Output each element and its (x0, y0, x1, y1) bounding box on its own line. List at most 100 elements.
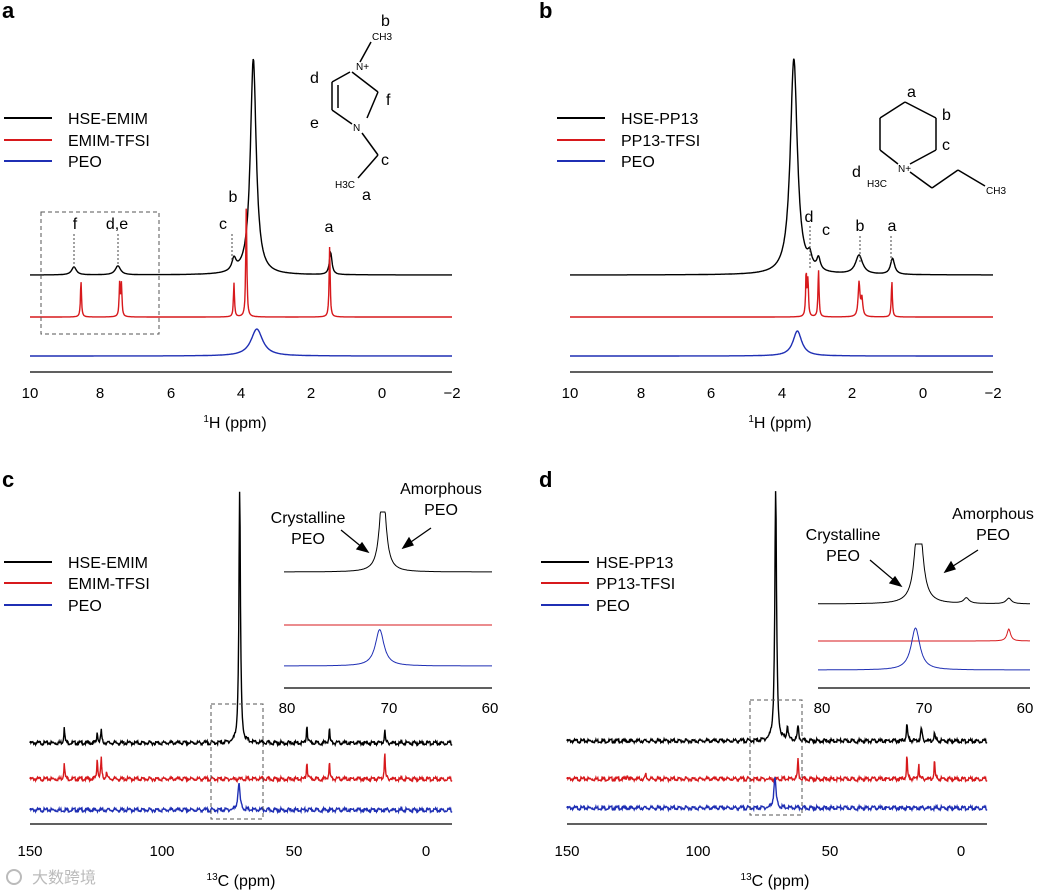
amorphous-annotation: Amorphous (400, 481, 482, 498)
bond (904, 101, 937, 119)
crystalline-annotation: Crystalline (271, 510, 346, 527)
legend-label: PEO (621, 154, 655, 171)
series-line-peo (570, 330, 993, 357)
legend-label: HSE-EMIM (68, 111, 148, 128)
legend-label: PP13-TFSI (621, 133, 700, 150)
panel-d-traces (566, 491, 988, 813)
panel-a: a 10 8 6 4 2 0 −2 1H (ppm) HSE-EMIM EMIM… (2, 0, 461, 432)
x-tick-label: 10 (22, 385, 39, 402)
arrow-head (355, 541, 370, 554)
peak-label: c (822, 222, 830, 239)
panel-a-ticks: 10 8 6 4 2 0 −2 (22, 385, 461, 402)
peak-label: c (219, 216, 227, 233)
bond (879, 101, 906, 119)
x-tick-label: 4 (237, 385, 245, 402)
panel-a-legend: HSE-EMIM EMIM-TFSI PEO (4, 111, 150, 171)
structure-label: N (353, 123, 360, 134)
series-line-emim-tfsi (30, 208, 452, 318)
series-line-hse-emim (30, 58, 452, 276)
inset-traces (818, 543, 1030, 671)
pp13-structure-labels: a b c d H3C N+ CH3 (852, 84, 1006, 197)
structure-label: a (907, 84, 916, 101)
panel-c-inset: 80 70 60 Crystalline PEO Amorphous PEO (271, 481, 499, 717)
peak-label: d (805, 209, 814, 226)
structure-label: N+ (898, 164, 911, 175)
panel-c-traces (29, 491, 453, 815)
structure-label: H3C (335, 180, 355, 191)
structure-label: b (942, 107, 951, 124)
emim-structure-drawing (331, 41, 379, 179)
panel-d-x-axis-label: 13C (ppm) (741, 872, 810, 890)
watermark-logo-icon (6, 869, 22, 885)
inset-tick-label: 60 (482, 700, 499, 717)
panel-d-highlight-box (749, 699, 803, 816)
legend-label: HSE-PP13 (596, 555, 673, 572)
inset-tick-label: 70 (916, 700, 933, 717)
x-tick-label: 0 (957, 843, 965, 860)
peak-label: f (73, 216, 78, 233)
watermark-text: 大数跨境 (32, 868, 96, 887)
legend-label: PEO (68, 598, 102, 615)
bond (357, 154, 379, 179)
structure-label: b (381, 13, 390, 30)
bond (361, 132, 379, 156)
series-line-hse-emim (29, 491, 453, 748)
series-line-hse-pp13 (570, 58, 993, 276)
panel-d: d 150 100 50 0 13C (ppm) HSE-PP13 PP13-T… (539, 467, 1034, 890)
panel-b-traces (570, 58, 993, 357)
structure-label: e (310, 115, 319, 132)
series-line-peo (30, 328, 452, 357)
x-tick-label: −2 (984, 385, 1001, 402)
arrow-line (340, 529, 364, 549)
arrow-head (943, 560, 956, 574)
inset-traces (284, 511, 492, 667)
structure-label: a (362, 187, 371, 204)
panel-c-highlight-box (210, 703, 264, 820)
panel-b-label: b (539, 0, 552, 23)
inset-series-line-peo (818, 627, 1030, 671)
series-line-hse-pp13 (566, 491, 988, 746)
inset-series-line-pp13-tfsi (818, 628, 1030, 642)
bond (351, 71, 379, 93)
x-tick-label: 0 (378, 385, 386, 402)
panel-b-legend: HSE-PP13 PP13-TFSI PEO (557, 111, 700, 171)
panel-c: c 150 100 50 0 13C (ppm) HSE-EMIM EMIM-T… (2, 467, 498, 890)
peak-label: d,e (106, 216, 128, 233)
emim-structure-labels: b CH3 N+ d f e N c H3C a (310, 13, 392, 204)
x-tick-label: 50 (822, 843, 839, 860)
bond (879, 149, 899, 165)
bond (909, 149, 937, 165)
amorphous-annotation-line2: PEO (424, 502, 458, 519)
structure-label: c (381, 152, 389, 169)
panel-b-peak-labels: d c b a (805, 209, 897, 270)
panel-c-x-axis-label: 13C (ppm) (207, 872, 276, 890)
panel-a-label: a (2, 0, 15, 23)
inset-series-line-hse-pp13 (818, 543, 1030, 605)
x-tick-label: 0 (422, 843, 430, 860)
arrow-head (401, 536, 414, 550)
structure-label: H3C (867, 179, 887, 190)
amorphous-annotation-line2: PEO (976, 527, 1010, 544)
series-line-pp13-tfsi (566, 756, 988, 784)
inset-series-line-peo (284, 628, 492, 667)
inset-tick-label: 80 (279, 700, 296, 717)
panel-d-inset: 80 70 60 Crystalline PEO Amorphous PEO (806, 506, 1034, 717)
legend-label: HSE-EMIM (68, 555, 148, 572)
panel-a-highlight-box (40, 211, 160, 335)
x-tick-label: 150 (554, 843, 579, 860)
annotation-arrows (869, 549, 979, 588)
arrow-line (407, 527, 432, 545)
x-tick-label: 100 (149, 843, 174, 860)
x-tick-label: 6 (707, 385, 715, 402)
panel-d-ticks: 150 100 50 0 (554, 843, 965, 860)
panel-c-legend: HSE-EMIM EMIM-TFSI PEO (4, 555, 150, 615)
structure-label: N+ (356, 62, 369, 73)
panel-a-traces (30, 58, 452, 357)
peak-label: b (229, 189, 238, 206)
x-tick-label: −2 (443, 385, 460, 402)
x-tick-label: 50 (286, 843, 303, 860)
legend-label: PP13-TFSI (596, 576, 675, 593)
panel-c-label: c (2, 467, 14, 492)
x-tick-label: 2 (307, 385, 315, 402)
